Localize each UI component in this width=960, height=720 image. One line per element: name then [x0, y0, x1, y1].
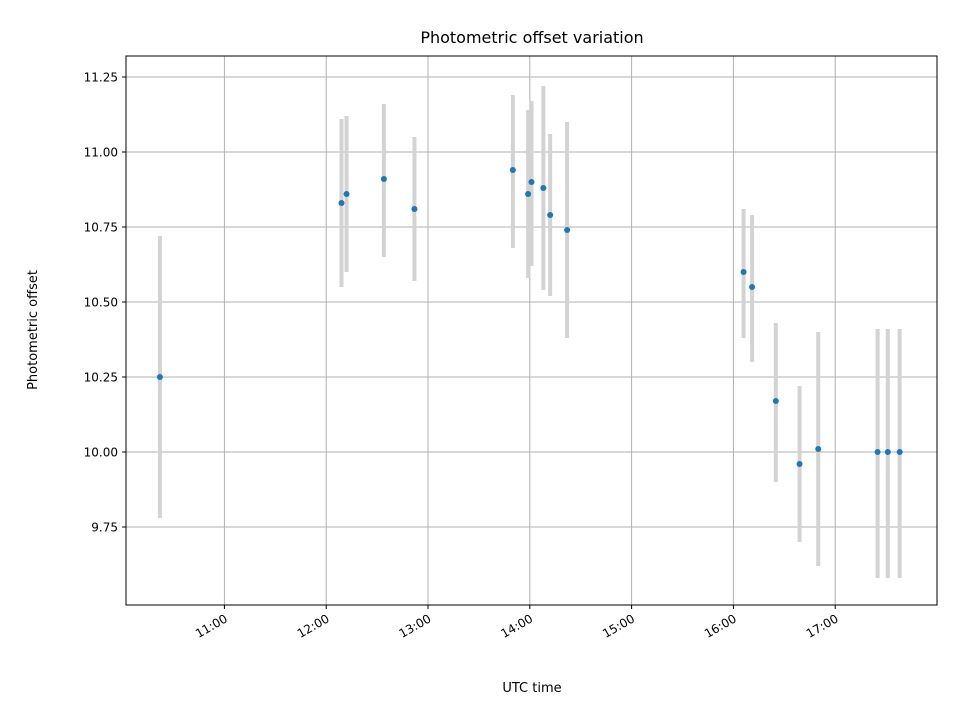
y-tick-label: 10.50 — [84, 296, 118, 310]
data-point — [338, 200, 345, 206]
y-tick-label: 9.75 — [91, 521, 118, 535]
plot-frame — [125, 55, 938, 606]
y-axis: 9.75 10.00 10.25 10.50 10.75 11.00 11.25 — [84, 71, 126, 535]
data-points — [156, 167, 903, 467]
y-axis-label: Photometric offset — [26, 270, 41, 390]
data-point — [156, 374, 163, 380]
data-point — [540, 185, 547, 191]
y-tick-label: 10.25 — [84, 371, 118, 385]
chart-title: Photometric offset variation — [420, 28, 643, 47]
data-point — [525, 191, 532, 197]
y-tick-label: 11.00 — [84, 146, 118, 160]
data-point — [343, 191, 350, 197]
data-point — [509, 167, 516, 173]
y-tick-label: 11.25 — [84, 71, 118, 85]
data-point — [749, 284, 756, 290]
data-point — [547, 212, 554, 218]
data-point — [772, 398, 779, 404]
y-tick-label: 10.00 — [84, 446, 118, 460]
data-point — [740, 269, 747, 275]
data-point — [528, 179, 535, 185]
data-point — [896, 449, 903, 455]
data-point — [380, 176, 387, 182]
x-axis-label: UTC time — [502, 681, 561, 696]
data-point — [796, 461, 803, 467]
data-point — [564, 227, 571, 233]
y-tick-label: 10.75 — [84, 221, 118, 235]
data-point — [815, 446, 822, 452]
data-point — [884, 449, 891, 455]
data-point — [874, 449, 881, 455]
data-point — [411, 206, 418, 212]
